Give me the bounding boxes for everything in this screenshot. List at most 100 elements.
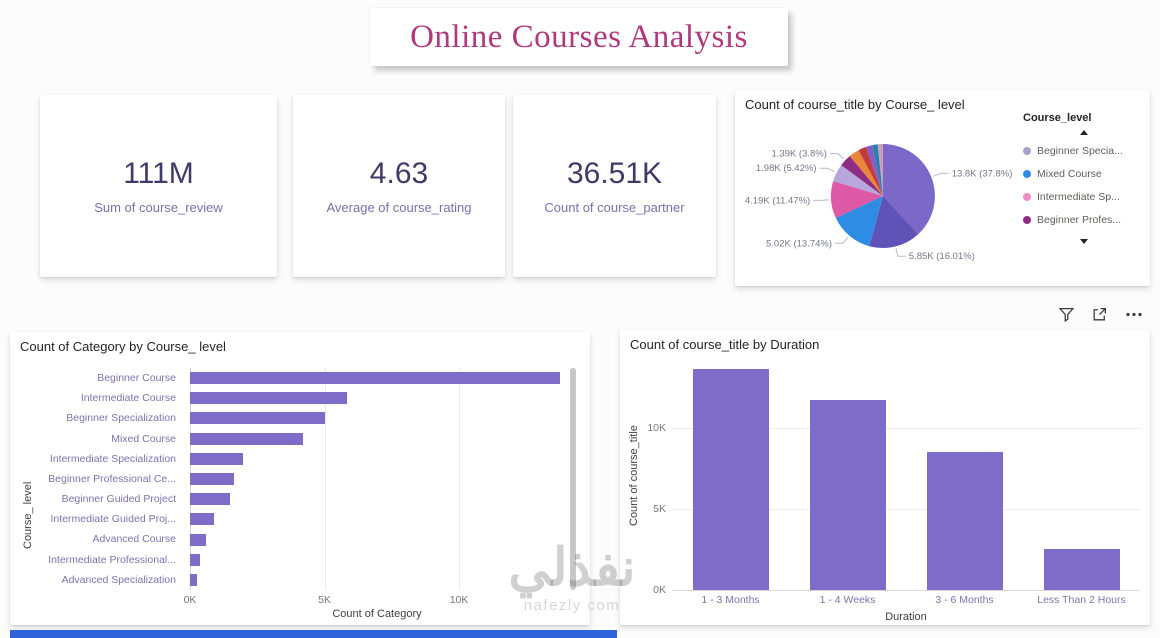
legend-item[interactable]: Beginner Profes... xyxy=(1023,208,1145,231)
bottom-blue-strip xyxy=(10,630,617,638)
pie-slice[interactable] xyxy=(841,156,883,196)
pie-legend: Course_level Beginner Specia... Mixed Cou… xyxy=(1023,112,1145,244)
bar[interactable] xyxy=(190,432,303,445)
pie-data-label: 5.85K (16.01%) xyxy=(909,251,975,262)
column-category-axis: 1 - 3 Months 1 - 4 Weeks 3 - 6 Months Less … xyxy=(672,594,1140,608)
gridline xyxy=(324,368,326,590)
pie-chart: 13.8K (37.8%) 5.85K (16.01%) 5.02K (13.74%… xyxy=(745,144,1013,262)
bar-category-label: Intermediate Professional... xyxy=(48,553,176,566)
pie-slice[interactable] xyxy=(833,165,883,196)
column-bar[interactable] xyxy=(809,400,886,590)
pie-slice[interactable] xyxy=(877,144,883,196)
pie-data-label: 5.02K (13.74%) xyxy=(766,238,832,249)
legend-color-dot xyxy=(1023,146,1031,155)
bar-chart-card: Count of Category by Course_ level Cours… xyxy=(10,332,590,625)
bar-category-label: Beginner Specialization xyxy=(66,412,176,425)
column-y-axis-ticks: 0K 5K 10K xyxy=(634,358,666,596)
legend-item[interactable]: Intermediate Sp... xyxy=(1023,185,1145,208)
bar-category-label: Intermediate Guided Proj... xyxy=(50,513,176,526)
gridline xyxy=(459,368,461,590)
bar-category-label: Intermediate Specialization xyxy=(49,452,176,465)
pie-callout-line xyxy=(895,248,906,257)
kpi-label: Sum of course_review xyxy=(94,200,223,215)
vertical-scrollbar[interactable] xyxy=(570,368,576,590)
pie-slice[interactable] xyxy=(849,150,883,196)
legend-item[interactable]: Mixed Course xyxy=(1023,162,1145,185)
column-bar[interactable] xyxy=(692,369,769,590)
legend-scroll-up-icon[interactable] xyxy=(1080,130,1088,135)
bar[interactable] xyxy=(190,533,206,546)
y-tick-label: 5K xyxy=(653,502,666,515)
y-tick-label: 10K xyxy=(647,421,666,434)
column-bar[interactable] xyxy=(1043,549,1120,590)
bar[interactable] xyxy=(190,372,561,385)
bar[interactable] xyxy=(190,513,214,526)
x-tick-label: 10K xyxy=(449,594,469,606)
column-chart-title: Count of course_title by Duration xyxy=(630,337,820,352)
pie-data-label: 1.39K (3.8%) xyxy=(771,149,826,160)
pie-slice[interactable] xyxy=(858,146,884,196)
pie-chart-card: Count of course_title by Course_ level 1… xyxy=(735,90,1150,286)
pie-callout-line xyxy=(819,167,835,173)
pie-data-label: 1.98K (5.42%) xyxy=(756,163,817,174)
more-options-icon[interactable] xyxy=(1124,306,1144,323)
kpi-label: Average of course_rating xyxy=(326,200,472,215)
column-plot-area xyxy=(672,358,1140,591)
legend-color-dot xyxy=(1023,169,1031,178)
column-category-label: 1 - 3 Months xyxy=(701,594,760,606)
pie-callout-line xyxy=(835,236,849,244)
bar-category-label: Advanced Specialization xyxy=(61,573,176,586)
gridline xyxy=(672,590,1140,591)
bar-category-label: Beginner Professional Ce... xyxy=(48,472,176,485)
column-category-label: 3 - 6 Months xyxy=(935,594,994,606)
pie-slice[interactable] xyxy=(830,181,883,218)
legend-item-label: Intermediate Sp... xyxy=(1037,190,1120,203)
column-bar[interactable] xyxy=(926,452,1003,590)
kpi-value: 4.63 xyxy=(369,157,429,190)
bar[interactable] xyxy=(190,412,326,425)
legend-scroll-down-icon[interactable] xyxy=(1080,239,1088,244)
pie-data-label: 13.8K (37.8%) xyxy=(952,168,1013,179)
pie-callout-line xyxy=(933,172,949,177)
legend-color-dot xyxy=(1023,215,1031,224)
bar[interactable] xyxy=(190,573,198,586)
bar[interactable] xyxy=(190,392,348,405)
legend-item[interactable]: Beginner Specia... xyxy=(1023,139,1145,162)
kpi-label: Count of course_partner xyxy=(544,200,685,215)
bar-plot-area xyxy=(190,368,564,590)
bar-x-axis-ticks: 0K 5K 10K xyxy=(184,594,564,608)
bar-category-label: Beginner Course xyxy=(97,372,176,384)
pie-data-label: 4.19K (11.47%) xyxy=(745,195,810,206)
column-x-axis-title: Duration xyxy=(885,611,927,623)
kpi-card-course-review: 111M Sum of course_review xyxy=(40,95,277,277)
bar-x-axis-title: Count of Category xyxy=(332,608,422,620)
bar[interactable] xyxy=(190,553,200,566)
bar-category-label: Intermediate Course xyxy=(80,392,176,405)
legend-title: Course_level xyxy=(1023,112,1092,124)
kpi-value: 111M xyxy=(123,157,194,190)
dashboard-title-card: Online Courses Analysis xyxy=(370,8,788,66)
gridline xyxy=(672,508,1140,510)
bar[interactable] xyxy=(190,473,234,485)
kpi-card-course-partner: 36.51K Count of course_partner xyxy=(513,95,716,277)
legend-item-label: Mixed Course xyxy=(1037,167,1102,180)
pie-slice[interactable] xyxy=(871,144,883,196)
x-tick-label: 5K xyxy=(318,594,331,606)
bar-chart-title: Count of Category by Course_ level xyxy=(20,339,226,354)
column-chart-card: Count of course_title by Duration Count … xyxy=(620,330,1150,625)
bar[interactable] xyxy=(190,452,244,465)
pie-slice[interactable] xyxy=(835,196,883,247)
visual-header-toolbar xyxy=(1058,306,1144,323)
filter-icon[interactable] xyxy=(1058,306,1075,323)
legend-items: Beginner Specia... Mixed Course Intermedia… xyxy=(1023,139,1145,231)
bar[interactable] xyxy=(190,493,231,506)
kpi-value: 36.51K xyxy=(566,157,663,190)
legend-item-label: Beginner Specia... xyxy=(1037,144,1123,157)
pie-callout-line xyxy=(813,199,830,201)
column-category-label: 1 - 4 Weeks xyxy=(819,594,876,606)
pie-slice[interactable] xyxy=(869,196,919,249)
pie-slice[interactable] xyxy=(883,144,935,235)
column-category-label: Less Than 2 Hours xyxy=(1037,594,1126,606)
pie-slice[interactable] xyxy=(865,145,883,196)
focus-mode-icon[interactable] xyxy=(1091,306,1108,323)
